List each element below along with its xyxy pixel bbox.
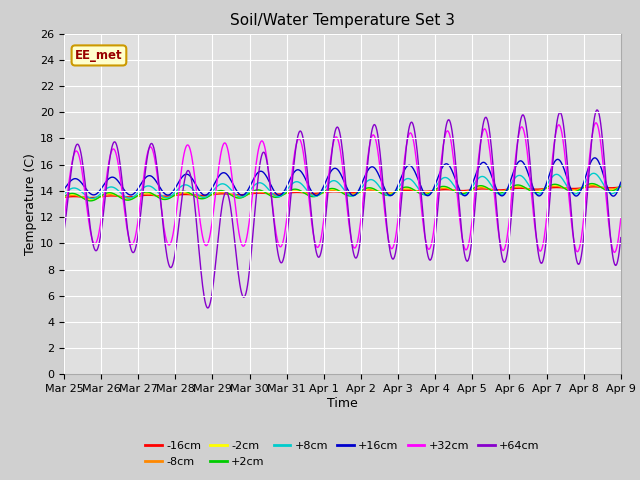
- X-axis label: Time: Time: [327, 397, 358, 410]
- Text: EE_met: EE_met: [75, 49, 123, 62]
- Legend: -16cm, -8cm, -2cm, +2cm, +8cm, +16cm, +32cm, +64cm: -16cm, -8cm, -2cm, +2cm, +8cm, +16cm, +3…: [141, 437, 544, 471]
- Y-axis label: Temperature (C): Temperature (C): [24, 153, 37, 255]
- Title: Soil/Water Temperature Set 3: Soil/Water Temperature Set 3: [230, 13, 455, 28]
